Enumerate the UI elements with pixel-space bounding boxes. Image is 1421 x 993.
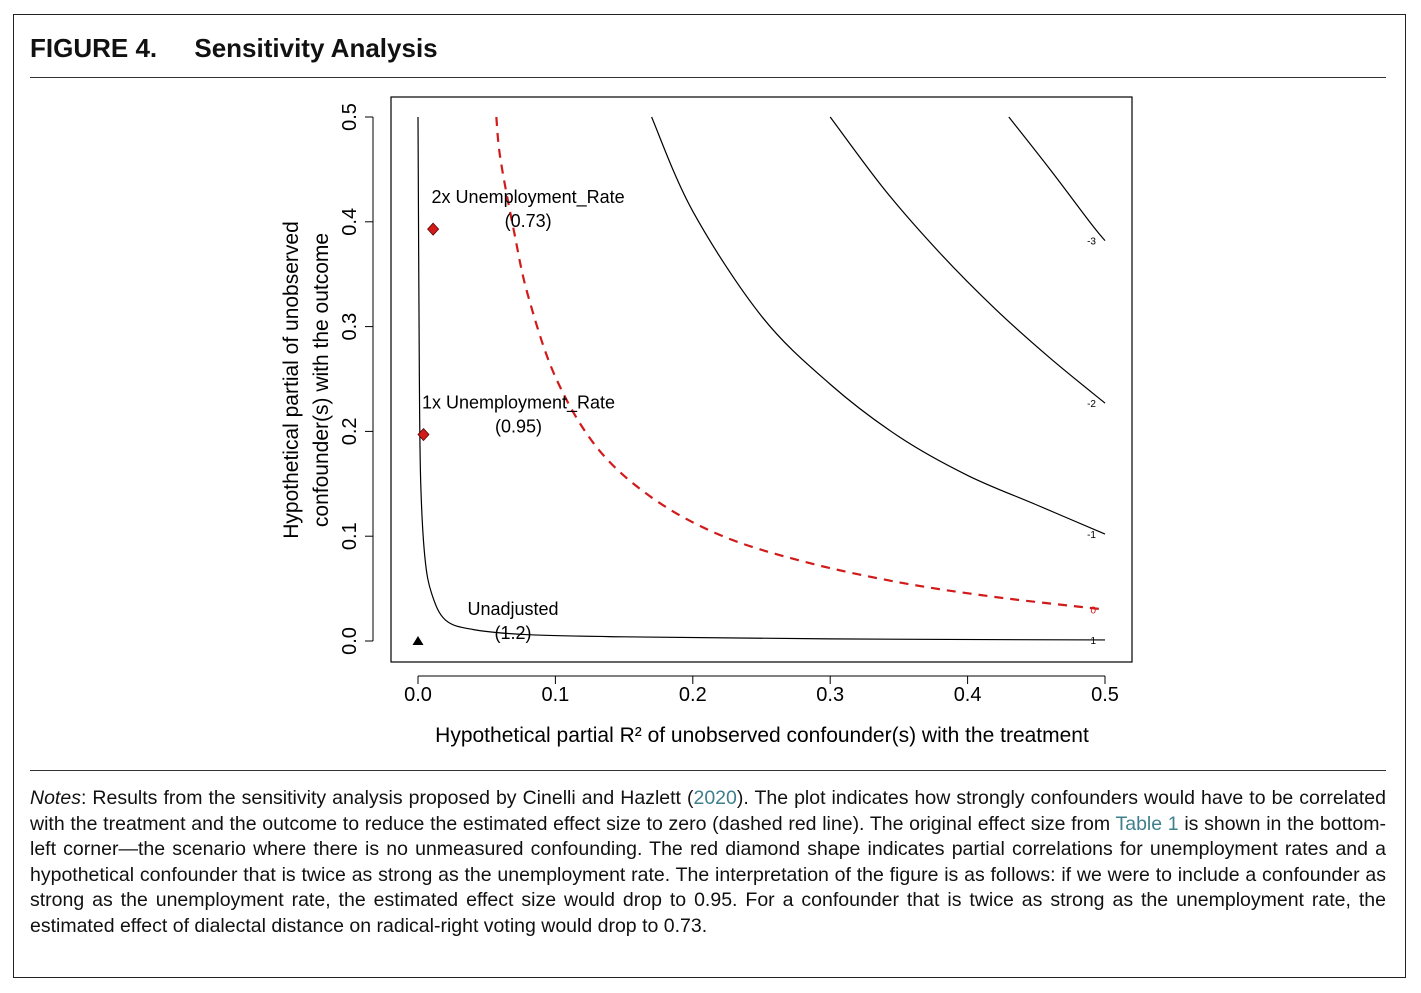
contour-line-level-minus-2 [829,116,1106,404]
notes-rule [30,770,1386,771]
y-tick-label: 0.1 [339,522,361,550]
notes-text-3: is shown in the bottom-left corner—the s… [30,812,1386,937]
contour-line-level-minus-3 [1008,116,1106,242]
table-1-link[interactable]: Table 1 [1115,812,1179,835]
notes-lead: Notes [30,787,81,809]
x-axis-title: Hypothetical partial R² of unobserved co… [435,724,1089,747]
contour-lines [417,116,1106,641]
citation-year-link[interactable]: 2020 [693,787,737,809]
benchmark-markers: Unadjusted (1.2) 1x Unemployment_Rate (0.95… [412,187,625,645]
figure-title: Sensitivity Analysis [194,33,438,63]
contour-line-level-1 [417,116,1106,641]
x-tick-label: 0.5 [1091,684,1119,706]
y-axis-title-line-2: confounder(s) with the outcome [310,233,333,527]
x-tick-label: 0.2 [679,684,707,706]
sensitivity-contour-chart: 0.0 0.1 0.2 0.3 0.4 0.5 0.0 0.1 0.2 0.3 0.4 0.5 1 0… [280,96,1133,747]
plot-area-box [390,96,1133,663]
y-tick-label: 0.0 [339,627,361,655]
x-axis: 0.0 0.1 0.2 0.3 0.4 0.5 [404,675,1119,706]
benchmark-value-label: (0.95) [495,417,542,437]
x-tick-label: 0.0 [404,684,432,706]
benchmark-label: 1x Unemployment_Rate [422,393,615,414]
x-tick-label: 0.3 [816,684,844,706]
contour-labels: 1 0 -1 -2 -3 [1087,237,1096,647]
y-tick-label: 0.5 [339,103,361,131]
x-tick-label: 0.1 [541,684,569,706]
y-axis: 0.0 0.1 0.2 0.3 0.4 0.5 [339,103,374,655]
y-tick-label: 0.3 [339,313,361,341]
contour-level-label: -1 [1087,530,1096,541]
benchmark-value-label: (1.2) [494,623,531,643]
figure-number: FIGURE 4. [30,33,158,63]
contour-level-label: 0 [1090,606,1096,617]
contour-level-label: -2 [1087,399,1096,410]
benchmark-label: 2x Unemployment_Rate [432,187,625,208]
notes-text-2: ). The plot indicates how strongly confo… [30,787,1386,835]
notes-text-1: : Results from the sensitivity analysis … [80,787,694,809]
y-axis-title: Hypothetical partial of unobserved confo… [280,221,333,539]
y-tick-label: 0.2 [339,417,361,445]
contour-level-label: 1 [1090,636,1096,647]
benchmark-label: Unadjusted [467,599,558,619]
y-tick-label: 0.4 [339,208,361,236]
contour-level-label: -3 [1087,237,1096,248]
figure-frame [13,14,1406,978]
x-tick-label: 0.4 [954,684,982,706]
benchmark-diamond-marker [417,427,430,442]
benchmark-value-label: (0.73) [505,211,552,231]
unadjusted-triangle-marker [412,636,424,645]
contour-line-level-0 [495,116,1106,611]
figure-notes: Notes: Results from the sensitivity anal… [30,786,1386,939]
contour-line-level-minus-1 [651,116,1106,535]
benchmark-diamond-marker [427,222,440,236]
heading-rule [30,77,1386,78]
figure-heading: FIGURE 4. Sensitivity Analysis [30,33,438,64]
y-axis-title-line-1: Hypothetical partial of unobserved [280,221,303,539]
